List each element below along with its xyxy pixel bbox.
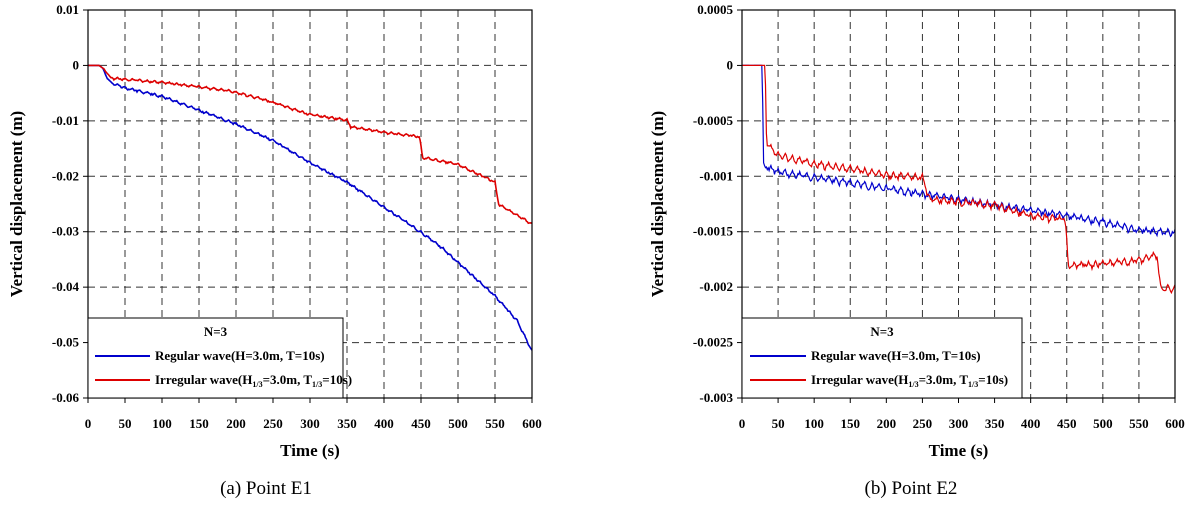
x-tick-label: 400: [374, 416, 394, 431]
x-tick-label: 550: [485, 416, 505, 431]
y-tick-label: -0.0025: [693, 335, 734, 350]
x-tick-label: 400: [1021, 416, 1041, 431]
x-tick-label: 0: [85, 416, 92, 431]
x-tick-label: 450: [1057, 416, 1077, 431]
x-tick-label: 500: [448, 416, 468, 431]
x-tick-label: 100: [152, 416, 172, 431]
y-tick-label: -0.05: [52, 335, 80, 350]
series-irregular-line: [88, 64, 533, 225]
x-tick-label: 450: [411, 416, 431, 431]
x-tick-label: 50: [772, 416, 785, 431]
y-tick-label: 0.0005: [697, 2, 733, 17]
legend-label-regular: Regular wave(H=3.0m, T=10s): [811, 348, 981, 363]
x-tick-label: 350: [985, 416, 1005, 431]
x-axis-label: Time (s): [280, 441, 340, 460]
legend-subscript: 1/3: [312, 380, 322, 389]
y-axis-label: Vertical displacement (m): [7, 111, 26, 297]
series-irregular-line: [742, 64, 1176, 295]
legend: N=3 Regular wave(H=3.0m, T=10s) Irregular …: [87, 317, 352, 399]
legend-label-irregular: Irregular wave(H1/3=3.0m, T1/3=10s): [811, 372, 1008, 389]
legend-text-part: Irregular wave(H: [155, 372, 252, 387]
y-tick-label: 0: [727, 57, 734, 72]
x-axis-label: Time (s): [929, 441, 989, 460]
y-tick-label: -0.06: [52, 390, 80, 405]
y-tick-label: -0.001: [699, 168, 733, 183]
legend-box: [741, 317, 1023, 399]
legend-text-part: =3.0m, T: [263, 372, 313, 387]
panel-caption: (a) Point E1: [220, 478, 312, 499]
x-tick-label: 350: [337, 416, 357, 431]
legend-subscript: 1/3: [968, 380, 978, 389]
legend: N=3 Regular wave(H=3.0m, T=10s) Irregular …: [741, 317, 1023, 399]
x-tick-label: 200: [877, 416, 897, 431]
y-tick-label: 0.01: [56, 2, 79, 17]
y-tick-label: -0.04: [52, 279, 80, 294]
panel-caption: (b) Point E2: [865, 478, 958, 499]
legend-title: N=3: [870, 324, 894, 339]
y-tick-label: -0.0005: [693, 113, 734, 128]
y-tick-label: -0.002: [699, 279, 733, 294]
y-tick-label: -0.01: [52, 113, 79, 128]
legend-text-part: Irregular wave(H: [811, 372, 908, 387]
legend-label-regular: Regular wave(H=3.0m, T=10s): [155, 348, 325, 363]
x-tick-label: 500: [1093, 416, 1113, 431]
x-tick-label: 300: [949, 416, 969, 431]
x-tick-label: 600: [522, 416, 542, 431]
series-regular-line: [742, 64, 1176, 238]
series-regular-line: [88, 64, 533, 351]
legend-text-part: =10s): [322, 372, 352, 387]
legend-title: N=3: [204, 324, 228, 339]
x-tick-label: 0: [739, 416, 746, 431]
y-tick-label: -0.0015: [693, 224, 734, 239]
x-tick-label: 200: [226, 416, 246, 431]
legend-text-part: =3.0m, T: [919, 372, 969, 387]
x-tick-label: 300: [300, 416, 320, 431]
legend-label-irregular: Irregular wave(H1/3=3.0m, T1/3=10s): [155, 372, 352, 389]
x-tick-label: 150: [189, 416, 209, 431]
y-axis-label: Vertical displacement (m): [648, 111, 667, 297]
y-tick-label: -0.003: [699, 390, 733, 405]
x-tick-label: 100: [804, 416, 824, 431]
panel-b: 0 50 100 150 200 250 300 350 400 450 500 550 600 0.00…: [648, 2, 1185, 499]
x-tick-label: 150: [841, 416, 861, 431]
x-tick-label: 550: [1129, 416, 1149, 431]
x-tick-label: 50: [119, 416, 132, 431]
legend-box: [87, 317, 344, 399]
legend-subscript: 1/3: [252, 380, 262, 389]
x-tick-label: 600: [1165, 416, 1185, 431]
x-tick-label: 250: [913, 416, 933, 431]
legend-text-part: =10s): [978, 372, 1008, 387]
y-tick-label: 0: [73, 57, 80, 72]
y-tick-label: -0.03: [52, 224, 80, 239]
y-tick-label: -0.02: [52, 168, 79, 183]
x-tick-label: 250: [263, 416, 283, 431]
legend-subscript: 1/3: [908, 380, 918, 389]
panel-a: 0 50 100 150 200 250 300 350 400 450 500 550 600 0.01…: [7, 2, 542, 499]
